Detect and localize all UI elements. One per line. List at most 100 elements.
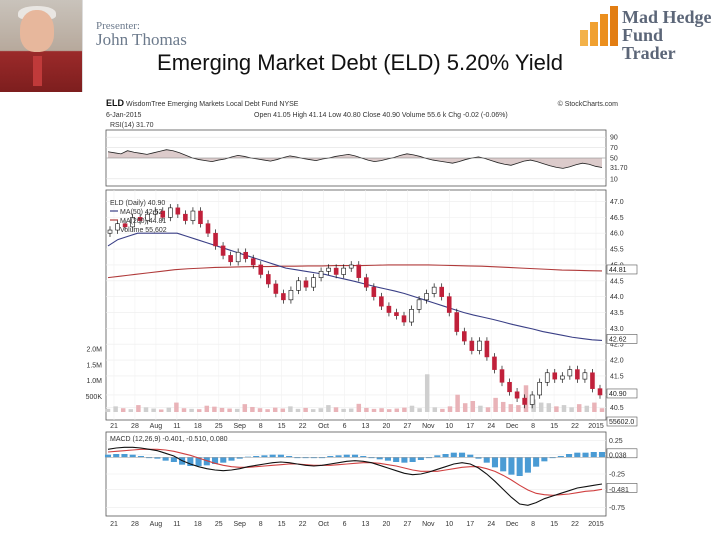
x-tick-label-bottom: 17	[466, 521, 474, 528]
last-price-label-box	[606, 388, 638, 399]
price-candle	[228, 255, 233, 263]
macd-tick-label: 0.038	[609, 452, 627, 459]
macd-histogram-bar	[475, 457, 482, 459]
x-tick-label-bottom: 6	[343, 521, 347, 528]
macd-histogram-bar	[590, 452, 597, 458]
chart-date: 6-Jan-2015	[106, 112, 142, 119]
price-candle	[326, 267, 331, 272]
x-tick-label: 18	[194, 423, 202, 430]
volume-bar	[516, 405, 521, 412]
x-tick-label: 10	[445, 423, 453, 430]
price-candle	[499, 369, 505, 383]
price-tick-label: 43.5	[610, 310, 624, 317]
volume-bar	[493, 397, 498, 412]
price-panel	[105, 189, 607, 421]
volume-bar	[333, 407, 339, 412]
volume-bar	[174, 402, 179, 412]
x-tick-label: 8	[259, 423, 263, 430]
volume-bar	[386, 409, 392, 412]
macd-histogram-bar	[458, 452, 466, 458]
last-price-label: 40.90	[609, 391, 627, 398]
x-tick-label: 21	[110, 423, 118, 430]
x-tick-label-bottom: 24	[487, 521, 495, 528]
price-candle	[205, 223, 211, 234]
volume-bar	[265, 409, 270, 412]
macd-histogram-bar	[368, 457, 375, 459]
macd-tick-label: 0.25	[609, 438, 623, 445]
macd-histogram-bar	[228, 457, 235, 461]
price-tick-label: 47.0	[610, 199, 624, 206]
volume-last-label-box	[606, 416, 638, 427]
legend-ma200: MA(200) 44.81	[120, 218, 166, 225]
macd-histogram-bar	[187, 457, 194, 466]
price-candle	[333, 267, 339, 275]
x-tick-label: 20	[383, 423, 391, 430]
volume-bar	[128, 409, 134, 412]
macd-histogram-bar	[137, 456, 144, 458]
price-candle	[462, 331, 467, 342]
ma50-end-label-box	[606, 334, 638, 344]
logo-bars-icon	[580, 6, 618, 46]
x-tick-label-bottom: 15	[278, 521, 286, 528]
x-tick-label-bottom: 8	[531, 521, 535, 528]
x-tick-label: 25	[215, 423, 223, 430]
x-tick-label: Oct	[318, 423, 329, 430]
volume-bar	[417, 408, 422, 412]
volume-bar	[531, 399, 536, 412]
x-tick-label-bottom: 15	[550, 521, 558, 528]
rsi-tick-label: 50	[610, 156, 618, 163]
x-tick-label-bottom: 25	[215, 521, 223, 528]
price-candle	[446, 296, 452, 313]
price-candle	[522, 397, 527, 405]
price-candle	[394, 312, 399, 316]
volume-bar	[424, 374, 430, 412]
volume-bar	[348, 408, 354, 412]
ma200-end-label: 44.81	[609, 267, 627, 274]
volume-bar	[136, 405, 141, 412]
volume-bar	[310, 409, 316, 412]
macd-histogram-bar	[129, 454, 136, 458]
price-candle	[379, 296, 384, 307]
volume-bar	[569, 407, 574, 412]
macd-histogram-bar	[434, 455, 441, 458]
price-candle	[296, 280, 301, 291]
price-tick-label: 41.5	[610, 373, 624, 380]
price-candle	[288, 290, 294, 301]
legend-volume: Volume 55,602	[120, 227, 167, 234]
price-candle	[160, 210, 166, 218]
x-tick-label: 6	[343, 423, 347, 430]
price-candle	[492, 356, 497, 370]
macd-histogram-bar	[269, 454, 276, 458]
macd-histogram-bar	[211, 457, 219, 464]
rsi-tick-label: 31.70	[610, 165, 628, 172]
price-candle	[537, 381, 542, 396]
x-tick-label: 24	[487, 423, 495, 430]
x-tick-label-bottom: 10	[445, 521, 453, 528]
x-tick-label-bottom: 2015	[588, 521, 604, 528]
volume-bar	[584, 405, 590, 412]
macd-histogram-bar	[500, 457, 507, 472]
volume-bar	[303, 407, 308, 412]
price-candle	[409, 309, 414, 323]
x-tick-label: Dec	[506, 423, 519, 430]
macd-histogram-bar	[426, 457, 433, 459]
price-candle	[575, 369, 580, 380]
volume-bar	[318, 408, 324, 412]
volume-bar	[440, 408, 445, 412]
chart-symbol: ELD	[106, 98, 125, 108]
price-tick-label: 42.5	[610, 342, 624, 349]
volume-bar	[432, 407, 438, 412]
volume-bar	[364, 407, 369, 412]
chart-ohlc: Open 41.05 High 41.14 Low 40.80 Close 40…	[254, 112, 508, 119]
macd-tick-box	[606, 448, 638, 459]
volume-bar	[326, 405, 331, 412]
volume-bar	[158, 409, 164, 412]
price-candle	[122, 223, 128, 228]
rsi-tick-label: 10	[610, 176, 618, 183]
volume-bar	[371, 408, 377, 412]
macd-histogram-bar	[220, 457, 227, 463]
price-candle	[597, 388, 603, 396]
volume-bar	[257, 408, 263, 412]
price-candle	[107, 229, 113, 234]
price-candle	[356, 264, 362, 278]
